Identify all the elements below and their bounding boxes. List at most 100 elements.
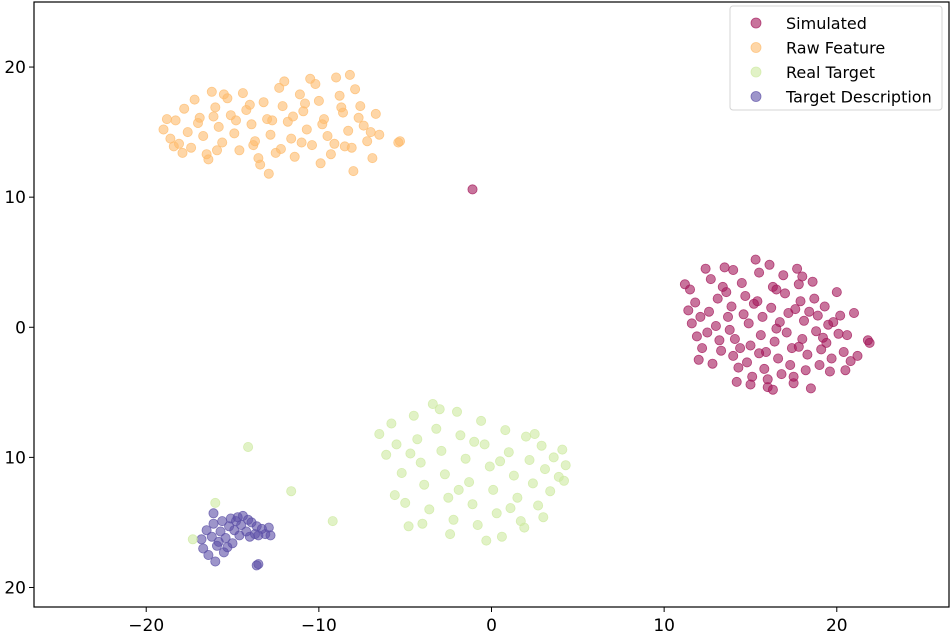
point-simulated-56 — [802, 349, 813, 360]
point-target-description-36 — [230, 516, 241, 527]
point-raw-feature-53 — [374, 129, 385, 140]
point-simulated-80 — [683, 305, 694, 316]
point-raw-feature-21 — [246, 119, 257, 130]
point-outlier-5 — [187, 534, 198, 545]
point-raw-feature-36 — [306, 140, 317, 151]
y-tick-label-0: 20 — [4, 58, 26, 78]
point-raw-feature-73 — [344, 69, 355, 80]
point-raw-feature-76 — [287, 111, 298, 122]
point-simulated-83 — [735, 343, 746, 354]
x-tick-label-1: −10 — [301, 616, 337, 635]
point-raw-feature-58 — [211, 145, 222, 156]
point-raw-feature-55 — [394, 136, 405, 147]
point-simulated-7 — [700, 263, 711, 274]
point-real-target-48 — [445, 529, 456, 540]
point-raw-feature-72 — [305, 73, 316, 84]
point-real-target-22 — [467, 499, 478, 510]
point-raw-feature-42 — [331, 72, 342, 83]
point-real-target-3 — [391, 439, 402, 450]
point-simulated-63 — [816, 344, 827, 355]
legend-marker-0 — [750, 17, 762, 29]
x-tick-label-4: 20 — [826, 616, 848, 635]
point-raw-feature-33 — [294, 89, 305, 100]
point-simulated-90 — [788, 371, 799, 382]
point-raw-feature-38 — [313, 95, 324, 106]
point-target-description-6 — [210, 556, 221, 567]
point-real-target-46 — [559, 475, 570, 486]
point-raw-feature-12 — [210, 102, 221, 113]
point-real-target-53 — [469, 436, 480, 447]
point-simulated-92 — [723, 311, 734, 322]
point-real-target-12 — [427, 398, 438, 409]
point-outlier-3 — [327, 516, 338, 527]
point-real-target-51 — [538, 512, 549, 523]
point-raw-feature-60 — [267, 115, 278, 126]
point-raw-feature-7 — [189, 94, 200, 105]
point-raw-feature-52 — [370, 108, 381, 119]
point-simulated-10 — [710, 320, 721, 331]
point-outlier-2 — [286, 486, 297, 497]
point-raw-feature-11 — [206, 86, 217, 97]
point-raw-feature-9 — [198, 130, 209, 141]
point-simulated-77 — [852, 350, 863, 361]
point-simulated-41 — [769, 336, 780, 347]
point-simulated-61 — [812, 310, 823, 321]
point-raw-feature-29 — [277, 101, 288, 112]
legend-label-1: Raw Feature — [786, 39, 885, 58]
legend-label-0: Simulated — [786, 14, 867, 33]
point-simulated-18 — [729, 333, 740, 344]
point-simulated-58 — [805, 383, 816, 394]
point-real-target-49 — [481, 535, 492, 546]
point-raw-feature-26 — [265, 129, 276, 140]
point-real-target-10 — [419, 479, 430, 490]
point-raw-feature-41 — [325, 149, 336, 160]
point-raw-feature-69 — [203, 154, 214, 165]
point-raw-feature-82 — [336, 102, 347, 113]
point-simulated-84 — [748, 298, 759, 309]
point-real-target-1 — [381, 449, 392, 460]
point-simulated-22 — [736, 277, 747, 288]
point-simulated-19 — [728, 350, 739, 361]
point-simulated-88 — [818, 332, 829, 343]
point-simulated-23 — [740, 290, 751, 301]
point-raw-feature-56 — [161, 114, 172, 125]
point-simulated-76 — [849, 307, 860, 318]
point-raw-feature-51 — [367, 153, 378, 164]
point-simulated-4 — [691, 331, 702, 342]
point-real-target-4 — [396, 467, 407, 478]
point-simulated-60 — [809, 293, 820, 304]
point-simulated-99 — [828, 317, 839, 328]
point-raw-feature-78 — [365, 127, 376, 138]
point-simulated-33 — [755, 330, 766, 341]
point-target-description-0 — [196, 534, 207, 545]
point-simulated-27 — [742, 357, 753, 368]
point-simulated-17 — [724, 324, 735, 335]
point-real-target-21 — [464, 477, 475, 488]
point-simulated-94 — [793, 341, 804, 352]
point-simulated-44 — [778, 270, 789, 281]
point-real-target-11 — [424, 504, 435, 515]
point-real-target-16 — [443, 492, 454, 503]
point-raw-feature-62 — [317, 119, 328, 130]
point-real-target-55 — [529, 428, 540, 439]
point-target-description-30 — [265, 530, 276, 541]
point-real-target-6 — [403, 521, 414, 532]
point-simulated-1 — [685, 284, 696, 295]
point-real-target-27 — [488, 484, 499, 495]
point-real-target-5 — [400, 497, 411, 508]
y-tick-label-1: 10 — [4, 188, 26, 208]
point-real-target-31 — [503, 447, 514, 458]
point-target-description-1 — [198, 543, 209, 554]
point-real-target-13 — [431, 423, 442, 434]
point-raw-feature-40 — [322, 130, 333, 141]
point-raw-feature-28 — [274, 82, 285, 93]
point-raw-feature-75 — [230, 115, 241, 126]
point-raw-feature-24 — [258, 97, 269, 108]
point-simulated-62 — [811, 326, 822, 337]
point-raw-feature-70 — [177, 147, 188, 158]
point-simulated-32 — [757, 311, 768, 322]
point-raw-feature-83 — [275, 143, 286, 154]
point-simulated-95 — [754, 348, 765, 359]
point-raw-feature-17 — [229, 128, 240, 139]
